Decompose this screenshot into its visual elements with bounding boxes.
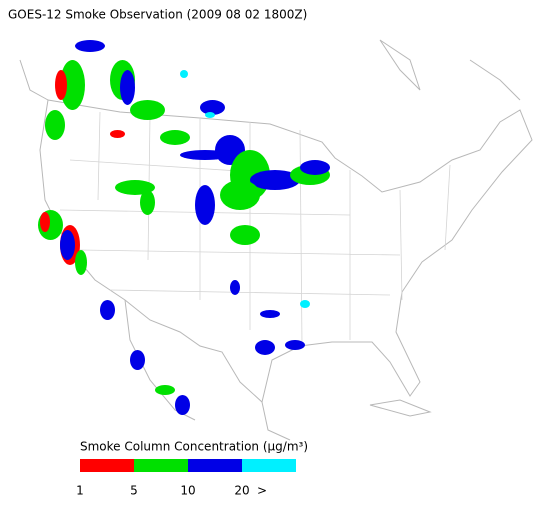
colorbar: 1 5 10 20 > <box>76 459 296 498</box>
smoke-patch <box>160 130 190 145</box>
colorbar-tick: 5 <box>130 484 138 498</box>
colorbar-tick: 1 <box>76 484 84 498</box>
smoke-patch <box>45 110 65 140</box>
smoke-patch <box>75 40 105 52</box>
smoke-patch <box>40 212 50 232</box>
legend-label: Smoke Column Concentration (μg/m³) <box>80 440 308 454</box>
smoke-patch <box>140 190 155 215</box>
smoke-patch <box>195 185 215 225</box>
mexico <box>124 299 291 441</box>
smoke-patch <box>75 250 87 275</box>
colorbar-tick: > <box>257 484 267 498</box>
smoke-patch <box>60 230 75 260</box>
smoke-patch <box>180 150 230 160</box>
smoke-patch <box>200 100 225 115</box>
colorbar-segment <box>188 459 242 472</box>
colorbar-segment <box>134 459 188 472</box>
smoke-patch <box>300 300 310 308</box>
smoke-patch <box>230 225 260 245</box>
smoke-patch <box>60 60 85 110</box>
smoke-patch <box>130 100 165 120</box>
colorbar-tick: 20 <box>234 484 249 498</box>
basemap <box>19 39 533 441</box>
smoke-patch <box>120 70 135 105</box>
title: GOES-12 Smoke Observation (2009 08 02 18… <box>8 8 307 22</box>
smoke-patch <box>110 130 125 138</box>
smoke-patch <box>260 310 280 318</box>
canada-coast <box>19 39 521 101</box>
smoke-patch <box>205 112 215 118</box>
smoke-patch <box>155 385 175 395</box>
smoke-patch <box>100 300 115 320</box>
smoke-patch <box>250 170 300 190</box>
smoke-patch <box>300 160 330 175</box>
smoke-patch <box>180 70 188 78</box>
colorbar-segment <box>242 459 296 472</box>
smoke-layer <box>38 40 330 415</box>
smoke-patch <box>230 280 240 295</box>
smoke-patch <box>130 350 145 370</box>
smoke-patch <box>220 180 260 210</box>
smoke-patch <box>285 340 305 350</box>
cuba <box>369 399 432 417</box>
colorbar-segment <box>80 459 134 472</box>
smoke-patch <box>55 70 67 100</box>
us-outline <box>39 99 533 403</box>
smoke-patch <box>255 340 275 355</box>
colorbar-tick: 10 <box>180 484 195 498</box>
smoke-patch <box>175 395 190 415</box>
